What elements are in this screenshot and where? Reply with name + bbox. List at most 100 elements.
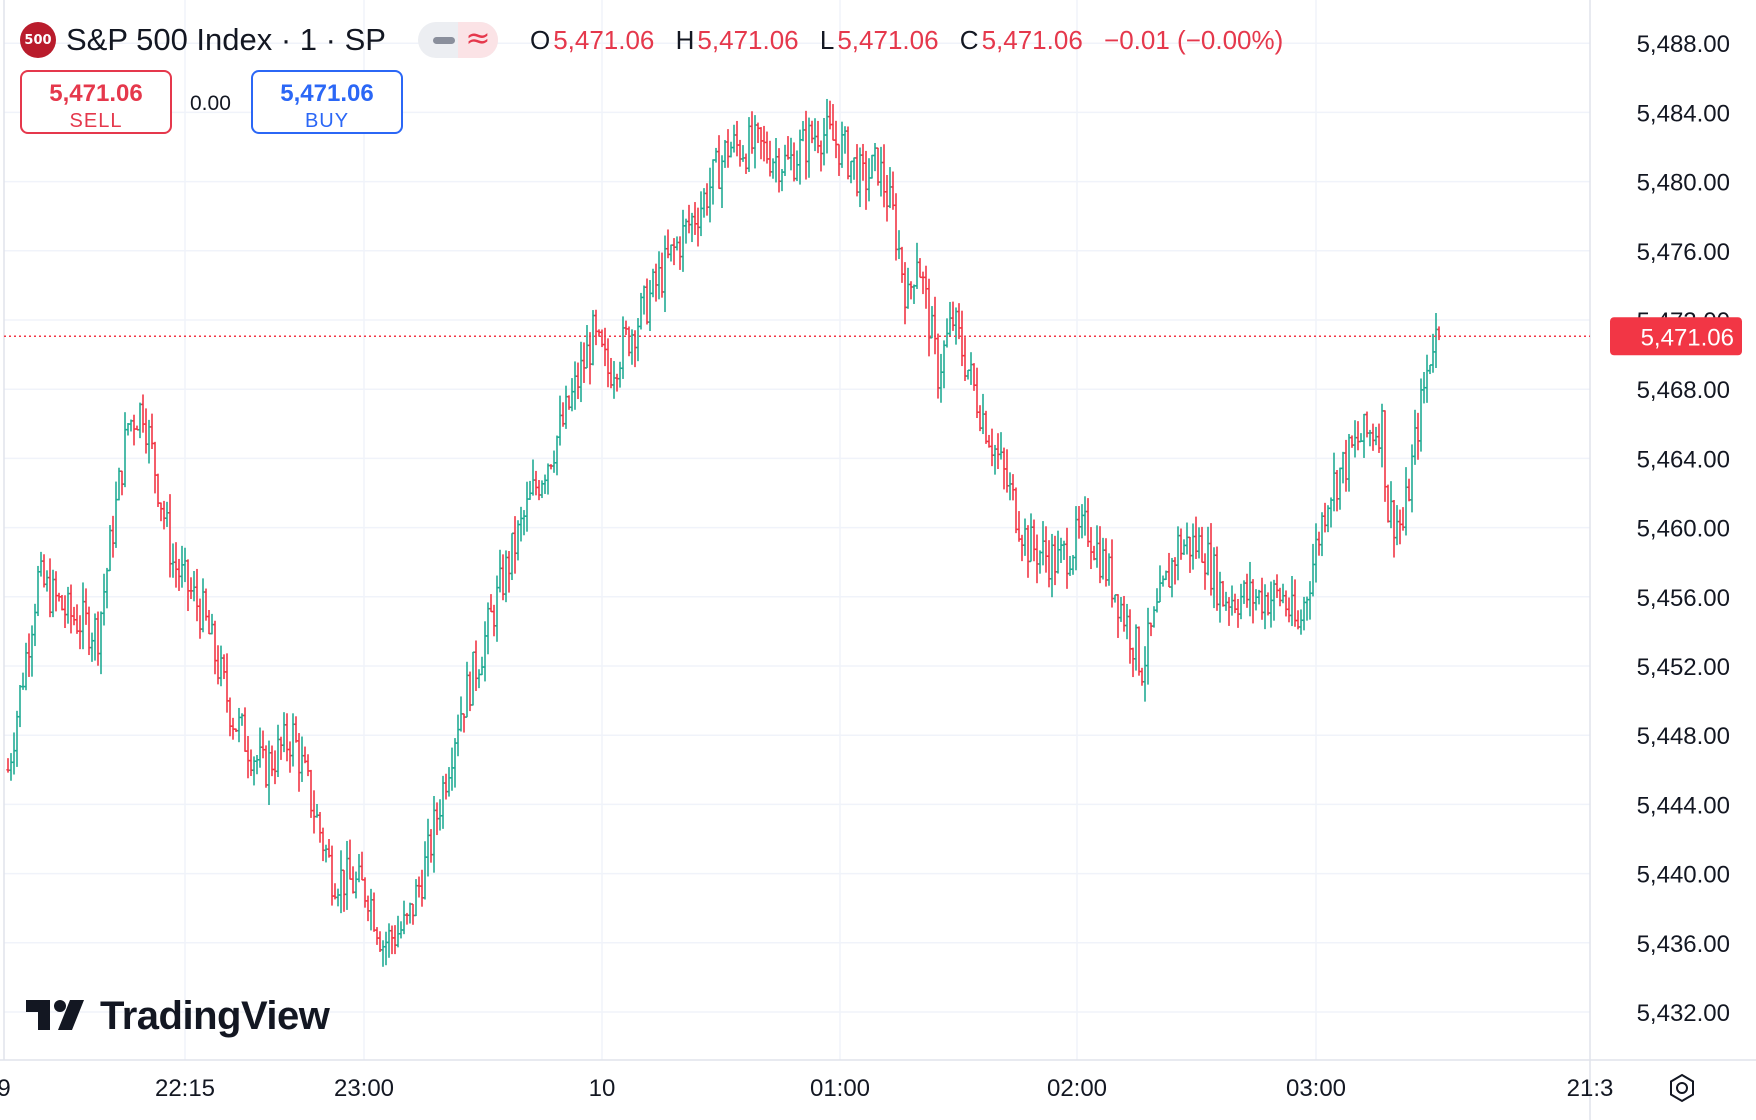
- ohlc-bar: [243, 707, 247, 752]
- ohlc-bar: [720, 155, 724, 208]
- ohlc-bar: [126, 422, 130, 436]
- chart-settings-button[interactable]: [1662, 1070, 1702, 1106]
- x-tick-label: 02:00: [1047, 1075, 1107, 1102]
- ohlc-bar: [1152, 606, 1156, 628]
- ohlc-bar: [915, 242, 919, 289]
- ohlc-bar: [300, 736, 304, 782]
- ohlc-bar: [894, 193, 898, 261]
- ohlc-bar: [1095, 525, 1099, 568]
- ohlc-bar: [861, 143, 865, 181]
- price-axis[interactable]: 5,488.005,484.005,480.005,476.005,472.00…: [1637, 31, 1730, 1027]
- ohlc-bar: [45, 570, 49, 592]
- ohlc-bar: [762, 125, 766, 162]
- ohlc-bar: [1074, 506, 1078, 571]
- ohlc-bar: [1020, 534, 1024, 562]
- ohlc-bar: [735, 120, 739, 157]
- symbol-logo-icon[interactable]: 500: [20, 22, 56, 58]
- collapse-icon[interactable]: [432, 37, 455, 44]
- tradingview-logo[interactable]: TradingView: [26, 992, 330, 1040]
- ohlc-bar: [1170, 557, 1174, 598]
- sell-price: 5,471.06: [49, 80, 143, 107]
- symbol-legend: 500 S&P 500 Index · 1 · SP ≈ O 5,471.06 H…: [20, 18, 1283, 62]
- ohlc-bar: [774, 137, 778, 183]
- ohlc-bar: [162, 500, 166, 530]
- time-axis[interactable]: 9 22:15 23:00 10 01:00 02:00 03:00 21:3: [0, 1075, 1613, 1102]
- ohlc-bar: [72, 606, 76, 626]
- ohlc-bar: [12, 732, 16, 775]
- ohlc-bar: [174, 542, 178, 588]
- ohlc-bar: [27, 633, 31, 677]
- ohlc-bar: [555, 435, 559, 476]
- ohlc-bar: [615, 373, 619, 392]
- ohlc-bar: [336, 888, 340, 907]
- ohlc-bar: [1269, 581, 1273, 628]
- ohlc-bar: [855, 144, 859, 197]
- x-tick-label: 01:00: [810, 1075, 870, 1102]
- legend-toggle-pill[interactable]: ≈: [417, 22, 498, 58]
- ohlc-bar: [723, 139, 727, 168]
- ohlc-bar: [597, 329, 601, 337]
- ohlc-bar: [267, 740, 271, 805]
- ohlc-bar: [342, 869, 346, 912]
- ohlc-bar: [1377, 423, 1381, 453]
- ohlc-bar: [807, 117, 811, 178]
- ohlc-bar: [498, 549, 502, 593]
- ohlc-bar: [288, 741, 292, 773]
- ohlc-bar: [837, 143, 841, 176]
- ohlc-bar: [1272, 579, 1276, 621]
- ohlc-bar: [534, 470, 538, 496]
- ohlc-bar: [1047, 540, 1051, 588]
- ohlc-bar: [1080, 504, 1084, 539]
- ohlc-bar: [198, 598, 202, 639]
- high-value: 5,471.06: [697, 24, 799, 55]
- y-tick-label: 5,488.00: [1637, 31, 1730, 58]
- ohlc-bar: [1155, 588, 1159, 613]
- ohlc-bar: [702, 188, 706, 218]
- buy-button[interactable]: 5,471.06 BUY: [251, 70, 403, 134]
- ohlc-bar: [513, 516, 517, 574]
- ohlc-bar: [678, 236, 682, 270]
- ohlc-bar: [321, 827, 325, 862]
- ohlc-bar: [1335, 470, 1339, 512]
- ohlc-bar: [783, 144, 787, 176]
- y-tick-label: 5,476.00: [1637, 239, 1730, 266]
- y-tick-label: 5,432.00: [1637, 1000, 1730, 1027]
- ohlc-bar: [285, 713, 289, 762]
- ohlc-bar: [1338, 467, 1342, 510]
- ohlc-bar: [360, 851, 364, 881]
- symbol-title[interactable]: S&P 500 Index · 1 · SP: [66, 22, 386, 57]
- ohlc-bar: [699, 191, 703, 237]
- ohlc-bar: [303, 746, 307, 764]
- ohlc-bar: [213, 620, 217, 675]
- ohlc-bar: [531, 459, 535, 496]
- approx-icon[interactable]: ≈: [457, 22, 498, 58]
- ohlc-bar: [450, 747, 454, 791]
- ohlc-bar: [408, 902, 412, 924]
- ohlc-bar: [423, 841, 427, 900]
- ohlc-bar: [1395, 505, 1399, 546]
- ohlc-bar: [852, 157, 856, 180]
- ohlc-bar: [1368, 429, 1372, 447]
- ohlc-bar: [930, 306, 934, 339]
- ohlc-bar: [570, 378, 574, 412]
- ohlc-bar: [1281, 583, 1285, 604]
- x-tick-label: 23:00: [334, 1075, 394, 1102]
- ohlc-bar: [444, 773, 448, 800]
- low-value: 5,471.06: [837, 24, 939, 55]
- ohlc-bar: [168, 494, 172, 578]
- ohlc-bar: [669, 244, 673, 262]
- ohlc-bar: [990, 428, 994, 467]
- ohlc-bar: [1083, 496, 1087, 536]
- ohlc-bar: [672, 238, 676, 266]
- ohlc-bar: [234, 728, 238, 732]
- ohlc-bar: [57, 592, 61, 602]
- sell-button[interactable]: 5,471.06 SELL: [20, 70, 172, 134]
- ohlc-bar: [870, 154, 874, 179]
- ohlc-bar: [639, 292, 643, 330]
- ohlc-bar: [591, 310, 595, 366]
- ohlc-bar: [663, 235, 667, 313]
- ohlc-bar: [330, 845, 334, 906]
- x-tick-label: 9: [0, 1075, 11, 1102]
- ohlc-bar: [1380, 403, 1384, 468]
